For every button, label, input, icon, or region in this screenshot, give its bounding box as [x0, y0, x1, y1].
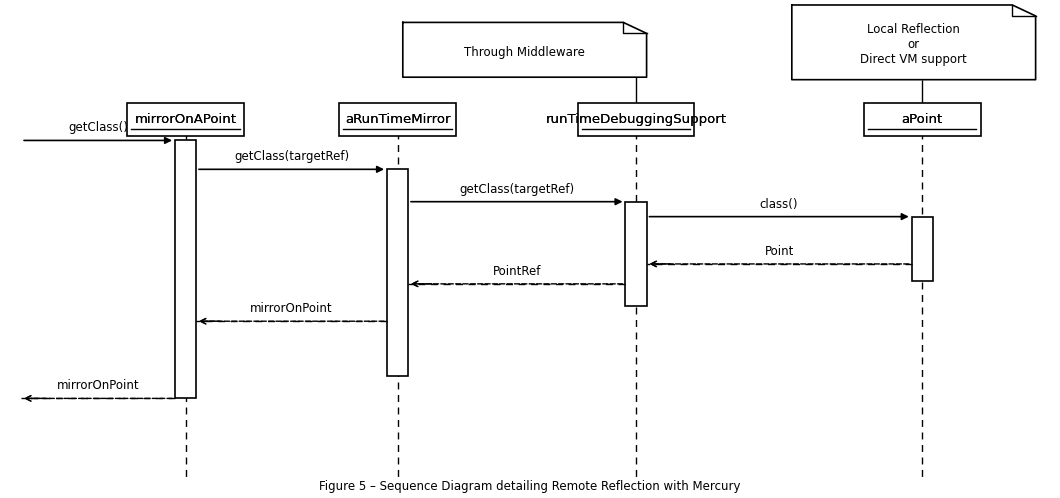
Bar	[864, 104, 981, 135]
Text: runTimeDebuggingSupport: runTimeDebuggingSupport	[546, 113, 726, 126]
Text: Figure 5 – Sequence Diagram detailing Remote Reflection with Mercury: Figure 5 – Sequence Diagram detailing Re…	[319, 480, 741, 493]
Bar	[625, 202, 647, 306]
Bar	[578, 104, 694, 135]
Bar	[339, 104, 456, 135]
Text: mirrorOnPoint: mirrorOnPoint	[57, 379, 139, 392]
Bar	[175, 140, 196, 398]
Text: runTimeDebuggingSupport: runTimeDebuggingSupport	[546, 113, 726, 126]
Bar	[912, 217, 933, 281]
Bar	[127, 104, 244, 135]
Text: class(): class()	[760, 198, 798, 211]
Text: Through Middleware: Through Middleware	[464, 46, 585, 59]
Text: mirrorOnPoint: mirrorOnPoint	[250, 302, 333, 315]
Text: PointRef: PointRef	[493, 265, 541, 278]
Polygon shape	[792, 5, 1036, 80]
Text: aPoint: aPoint	[902, 113, 942, 126]
Bar	[387, 169, 408, 376]
Text: getClass(): getClass()	[68, 122, 128, 134]
Text: Local Reflection
or
Direct VM support: Local Reflection or Direct VM support	[861, 23, 967, 66]
Text: aRunTimeMirror: aRunTimeMirror	[344, 113, 450, 126]
Text: getClass(targetRef): getClass(targetRef)	[234, 150, 349, 163]
Polygon shape	[403, 22, 647, 77]
Text: Point: Point	[764, 245, 794, 258]
Text: mirrorOnAPoint: mirrorOnAPoint	[135, 113, 236, 126]
Text: mirrorOnAPoint: mirrorOnAPoint	[135, 113, 236, 126]
Text: getClass(targetRef): getClass(targetRef)	[459, 183, 575, 196]
Text: aPoint: aPoint	[902, 113, 942, 126]
Text: aRunTimeMirror: aRunTimeMirror	[344, 113, 450, 126]
